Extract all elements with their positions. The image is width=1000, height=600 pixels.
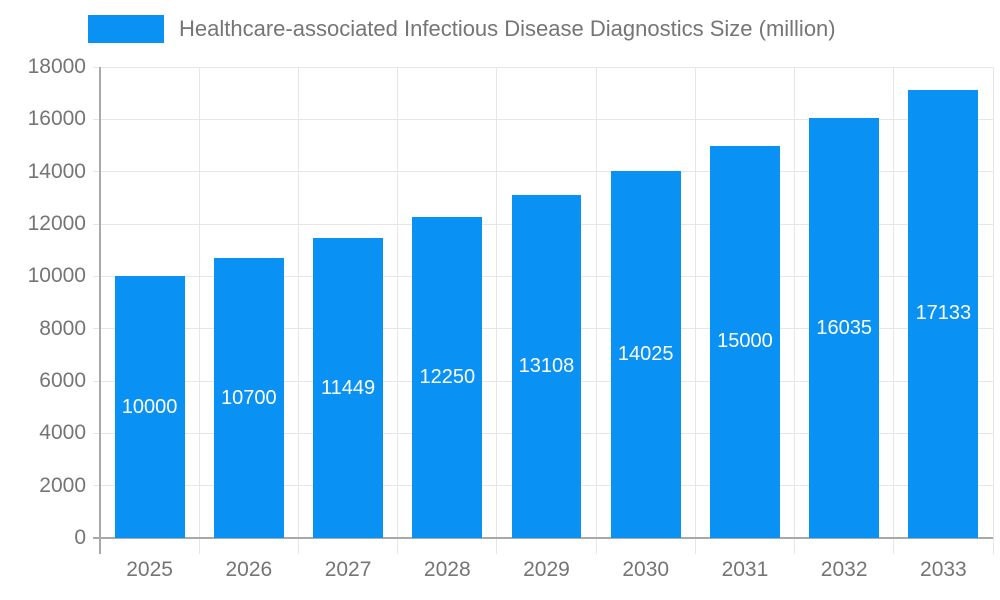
bar-2027: 11449 <box>313 238 384 538</box>
y-tick-label: 6000 <box>39 369 86 392</box>
bar-value-label: 10000 <box>121 395 178 418</box>
y-tick-label: 2000 <box>39 473 86 497</box>
y-tick-label: 12000 <box>27 212 86 235</box>
bar-value-label: 16035 <box>816 316 872 339</box>
y-axis-line <box>99 67 101 554</box>
bar-2025: 10000 <box>114 276 185 538</box>
x-tick-label: 2027 <box>324 558 372 581</box>
gridline-horizontal <box>93 118 993 120</box>
x-tick-label: 2032 <box>820 558 868 581</box>
gridline-vertical <box>198 67 200 554</box>
gridline-vertical <box>595 67 597 554</box>
y-tick-label: 14000 <box>27 159 86 183</box>
gridline-vertical <box>397 67 399 554</box>
gridline-vertical <box>893 67 895 554</box>
gridline-horizontal <box>93 66 993 68</box>
gridline-vertical <box>694 67 696 554</box>
gridline-vertical <box>794 67 796 554</box>
y-tick-label: 16000 <box>27 107 86 131</box>
y-tick-label: 0 <box>74 526 86 549</box>
legend-label: Healthcare-associated Infectious Disease… <box>179 16 836 41</box>
x-tick-label: 2026 <box>225 558 273 581</box>
x-axis-line <box>93 537 993 539</box>
bar-2031: 15000 <box>709 145 780 538</box>
gridline-vertical <box>297 67 299 554</box>
gridline-vertical <box>992 67 994 554</box>
bar-2030: 14025 <box>610 171 681 538</box>
x-tick-label: 2031 <box>721 558 769 581</box>
x-tick-label: 2028 <box>423 558 471 581</box>
bar-value-label: 14025 <box>617 342 674 365</box>
bar-value-label: 10700 <box>221 386 277 409</box>
x-tick-label: 2025 <box>126 558 173 581</box>
bar-2032: 16035 <box>809 118 880 538</box>
chart-legend: Healthcare-associated Infectious Disease… <box>88 15 836 43</box>
x-tick-label: 2033 <box>920 558 967 581</box>
bar-2033: 17133 <box>908 89 979 538</box>
gridline-horizontal <box>93 171 993 173</box>
bar-2028: 12250 <box>412 217 483 538</box>
y-tick-label: 18000 <box>27 55 86 78</box>
bar-value-label: 13108 <box>518 354 575 377</box>
y-tick-label: 10000 <box>27 264 86 288</box>
bar-value-label: 12250 <box>419 366 476 389</box>
gridline-vertical <box>496 67 498 554</box>
bar-2029: 13108 <box>511 195 582 538</box>
y-tick-label: 4000 <box>39 421 86 445</box>
x-tick-label: 2029 <box>523 558 570 581</box>
y-tick-label: 8000 <box>39 316 86 340</box>
bar-value-label: 11449 <box>320 376 376 399</box>
legend-swatch <box>88 15 164 43</box>
bar-value-label: 15000 <box>717 330 773 353</box>
bar-value-label: 17133 <box>915 302 972 325</box>
bar-2026: 10700 <box>213 258 284 538</box>
x-tick-label: 2030 <box>622 558 670 581</box>
